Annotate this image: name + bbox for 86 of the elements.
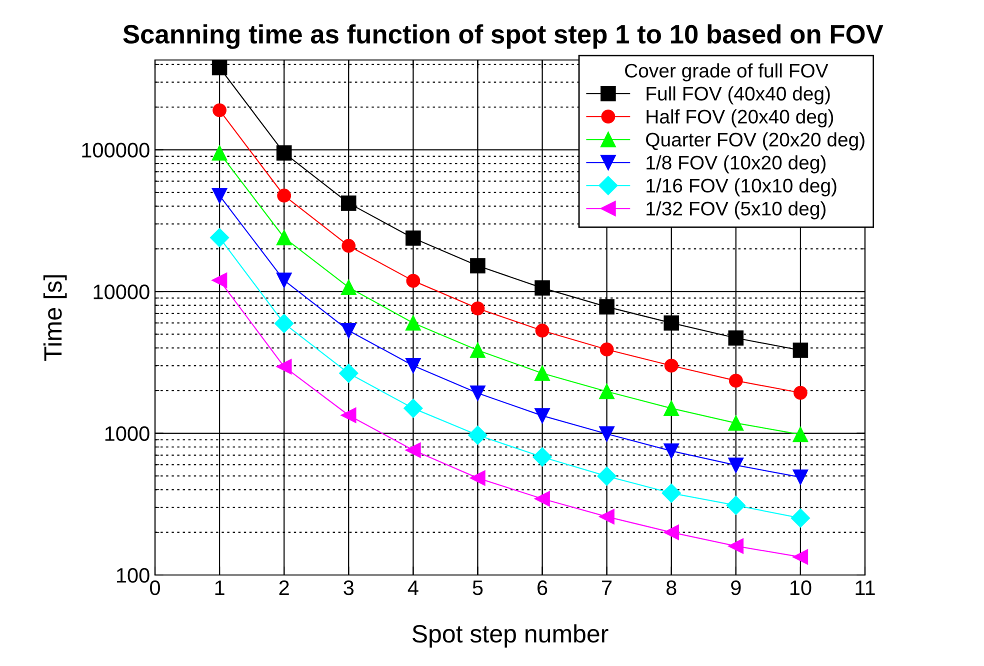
point (534, 491, 550, 506)
point (664, 524, 680, 540)
point (728, 330, 744, 346)
point (470, 470, 486, 486)
point (470, 385, 486, 401)
point (599, 509, 614, 524)
x-tick-label: 0 (150, 580, 160, 596)
point (728, 374, 743, 388)
point (664, 358, 678, 373)
point (210, 228, 230, 248)
point (534, 280, 550, 296)
point (728, 415, 744, 431)
point (406, 230, 421, 246)
x-tick-label: 6 (538, 580, 548, 596)
point (599, 299, 614, 314)
point (406, 442, 421, 458)
point (790, 508, 810, 528)
point (535, 324, 550, 338)
x-tick-label: 7 (602, 580, 612, 595)
point (792, 470, 808, 485)
legend-label: Quarter FOV (20x20 deg) (646, 132, 864, 150)
point (277, 188, 292, 203)
point (212, 272, 228, 288)
point (212, 188, 228, 204)
point (340, 196, 356, 211)
point (276, 145, 292, 161)
point (470, 258, 486, 274)
point (728, 538, 744, 554)
point (470, 342, 486, 358)
legend-label: Half FOV (20x40 deg) (646, 109, 834, 128)
point (726, 496, 746, 515)
legend-label: Full FOV (40x40 deg) (646, 86, 830, 104)
point (792, 342, 808, 358)
point (404, 398, 423, 418)
point (534, 408, 550, 424)
point (662, 484, 681, 503)
point (212, 145, 228, 161)
legend-title: Cover grade of full FOV (625, 63, 828, 82)
x-tick-label: 4 (408, 580, 418, 595)
point (406, 358, 421, 374)
point (276, 359, 292, 374)
point (792, 549, 808, 565)
x-tick-label: 11 (856, 580, 875, 595)
y-tick-label: 100 (116, 568, 150, 583)
point (532, 447, 552, 467)
point (276, 272, 292, 288)
point (600, 342, 614, 356)
x-tick-label: 5 (472, 580, 483, 596)
x-tick-label: 8 (666, 580, 676, 596)
point (728, 458, 744, 473)
point (276, 230, 292, 246)
point (212, 60, 228, 76)
y-axis-title: Time [s] (43, 275, 67, 361)
point (406, 274, 420, 288)
legend-label: 1/16 FOV (10x10 deg) (646, 178, 836, 196)
point (340, 408, 356, 423)
x-tick-label: 9 (731, 580, 741, 596)
y-tick-label: 100000 (82, 142, 150, 158)
point (664, 443, 680, 459)
point (794, 386, 808, 400)
x-tick-label: 1 (215, 580, 224, 595)
point (339, 364, 358, 383)
x-tick-label: 3 (344, 580, 354, 596)
point (792, 426, 808, 442)
point (212, 103, 226, 118)
point (534, 366, 550, 381)
point (599, 384, 614, 400)
chart-title: Scanning time as function of spot step 1 to 10 based on FOV (123, 24, 884, 49)
x-tick-label: 10 (790, 580, 812, 596)
point (664, 315, 680, 331)
point (340, 280, 356, 295)
x-tick-label: 2 (279, 580, 289, 595)
y-tick-label: 10000 (94, 284, 150, 300)
legend-label: 1/32 FOV (5x10 deg) (646, 201, 826, 220)
y-tick-label: 1000 (105, 426, 150, 442)
point (599, 426, 614, 442)
point (468, 426, 488, 445)
point (470, 301, 485, 316)
point (664, 400, 680, 416)
x-axis-title: Spot step number (412, 624, 608, 648)
point (406, 315, 421, 331)
point (342, 238, 356, 253)
point (597, 466, 616, 486)
point (340, 322, 356, 338)
legend-label: 1/8 FOV (10x20 deg) (646, 155, 826, 174)
point (274, 314, 294, 334)
